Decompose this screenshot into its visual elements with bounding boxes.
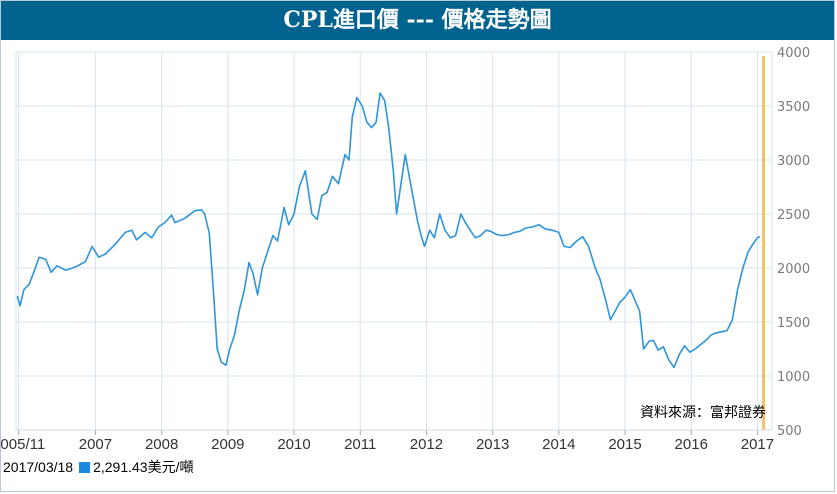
footer-value: 2,291.43 [93, 459, 148, 475]
x-tick-label: 2005/11 [0, 436, 45, 453]
x-tick-label: 2007 [79, 436, 112, 453]
chart-title: CPL進口價 --- 價格走勢圖 [1, 1, 834, 40]
x-tick-label: 2011 [344, 436, 376, 453]
x-tick-label: 2016 [675, 436, 708, 453]
y-tick-label: 2500 [777, 208, 810, 223]
y-tick-label: 4000 [777, 46, 810, 61]
x-tick-label: 2009 [211, 436, 244, 453]
series-layer [16, 92, 761, 369]
y-tick-label: 1500 [777, 316, 810, 331]
y-tick-label: 1000 [777, 370, 810, 385]
x-tick-label: 2008 [145, 436, 178, 453]
x-tick-label: 2013 [476, 436, 509, 453]
y-tick-labels: 500 1000 1500 2000 2500 3000 3500 4000 [777, 46, 810, 439]
plot-area [15, 51, 773, 431]
source-note: 資料來源：富邦證券 [640, 404, 766, 421]
y-tick-label: 3000 [777, 154, 810, 169]
x-tick-label: 2012 [410, 436, 443, 453]
current-value-marker [762, 56, 766, 430]
series-swatch-icon [79, 462, 91, 473]
y-tick-label: 2000 [777, 262, 810, 277]
y-tick-label: 3500 [777, 100, 810, 115]
x-tick-labels: 2005/11 2007 2008 2009 2010 2011 2012 2013 2014 2… [0, 436, 774, 453]
footer-date: 2017/03/18 [3, 459, 74, 475]
y-tick-label: 500 [777, 424, 802, 439]
x-tick-label: 2017 [741, 436, 774, 453]
grid-lines [15, 51, 773, 435]
x-tick-label: 2014 [542, 436, 575, 453]
footer-readout: 2017/03/18 2,291.43美元/噸 [3, 458, 193, 476]
x-tick-label: 2010 [277, 436, 310, 453]
footer-unit: 美元/噸 [147, 459, 194, 475]
series-line [16, 92, 761, 369]
x-tick-label: 2015 [608, 436, 641, 453]
